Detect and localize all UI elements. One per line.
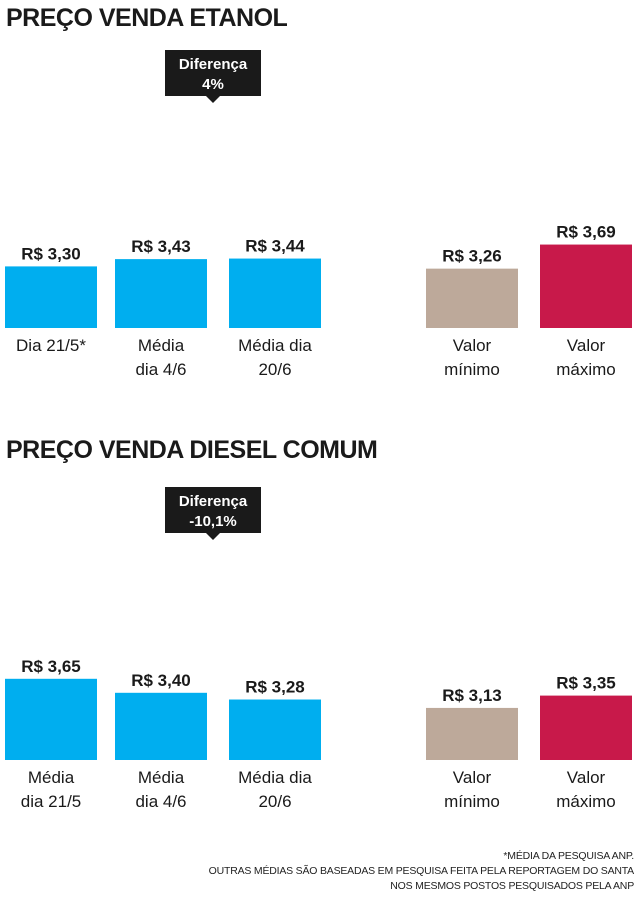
diesel-category-label-1-line-2: dia 21/5 [21,792,82,811]
footnote: *Média da pesquisa ANP. Outras médias sã… [208,849,635,894]
diesel-bar-3 [229,699,321,760]
diesel-value-label-2: R$ 3,40 [131,671,191,690]
ethanol-callout-title: Diferença [179,56,248,73]
footnote-line-1: *Média da pesquisa ANP. [503,850,634,862]
ethanol-price-chart: R$ 3,30 Dia 21/5* R$ 3,43 Média dia 4/6 R$ 3,… [5,50,632,379]
ethanol-callout-value: 4% [202,76,224,93]
ethanol-category-label-4-line-1: Valor [453,336,492,355]
ethanol-category-label-2-line-1: Média [138,336,185,355]
ethanol-value-label-3: R$ 3,44 [245,237,305,256]
diesel-callout-value: -10,1% [189,513,237,530]
diesel-category-label-4-line-2: mínimo [444,792,500,811]
ethanol-value-label-2: R$ 3,43 [131,237,191,256]
diesel-category-label-5-line-1: Valor [567,768,606,787]
ethanol-category-label-4-line-2: mínimo [444,360,500,379]
ethanol-bar-2 [115,259,207,328]
ethanol-bar-4 [426,268,518,328]
diesel-callout-title: Diferença [179,493,248,510]
footnote-line-3: nos mesmos postos pesquisados pela ANP [390,880,634,892]
ethanol-callout-box [165,50,261,96]
diesel-category-label-5-line-2: máximo [556,792,616,811]
diesel-bar-5 [540,695,632,760]
diesel-price-chart: R$ 3,65 Média dia 21/5 R$ 3,40 Média dia 4/6 R… [5,487,632,811]
diesel-callout-box [165,487,261,533]
ethanol-callout-pointer [206,96,220,103]
ethanol-chart-title: PREÇO VENDA ETANOL [6,4,288,32]
diesel-bar-2 [115,692,207,760]
ethanol-bar-1 [5,266,97,328]
ethanol-category-label-5-line-1: Valor [567,336,606,355]
diesel-bar-4 [426,707,518,760]
diesel-value-label-4: R$ 3,13 [442,686,502,705]
diesel-category-label-3-line-1: Média dia [238,768,312,787]
ethanol-category-label-3-line-2: 20/6 [258,360,291,379]
ethanol-category-label-3-line-1: Média dia [238,336,312,355]
diesel-value-label-3: R$ 3,28 [245,678,305,697]
ethanol-category-label-1-line-1: Dia 21/5* [16,336,86,355]
ethanol-value-label-1: R$ 3,30 [21,244,81,263]
ethanol-category-label-2-line-2: dia 4/6 [135,360,186,379]
footnote-line-2: Outras médias são baseadas em pesquisa f… [208,865,635,877]
diesel-category-label-1-line-1: Média [28,768,75,787]
diesel-value-label-5: R$ 3,35 [556,674,616,693]
ethanol-value-label-4: R$ 3,26 [442,247,502,266]
diesel-category-label-4-line-1: Valor [453,768,492,787]
ethanol-difference-callout: Diferença 4% [165,50,261,103]
diesel-callout-pointer [206,533,220,540]
diesel-category-label-3-line-2: 20/6 [258,792,291,811]
ethanol-bar-3 [229,258,321,328]
ethanol-category-label-5-line-2: máximo [556,360,616,379]
ethanol-bar-5 [540,244,632,328]
ethanol-value-label-5: R$ 3,69 [556,223,616,242]
diesel-category-label-2-line-1: Média [138,768,185,787]
diesel-bar-1 [5,678,97,760]
diesel-chart-title: PREÇO VENDA DIESEL COMUM [6,436,378,464]
diesel-value-label-1: R$ 3,65 [21,657,81,676]
diesel-category-label-2-line-2: dia 4/6 [135,792,186,811]
diesel-difference-callout: Diferença -10,1% [165,487,261,540]
